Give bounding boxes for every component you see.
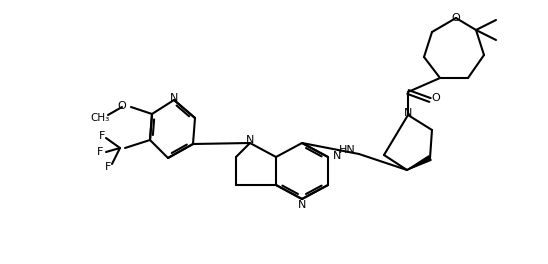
Text: N: N xyxy=(298,200,306,210)
Text: F: F xyxy=(97,147,103,157)
Text: N: N xyxy=(170,93,178,103)
Text: CH₃: CH₃ xyxy=(90,113,110,123)
Text: O: O xyxy=(452,13,460,23)
Text: O: O xyxy=(118,101,127,111)
Text: F: F xyxy=(105,162,111,172)
Text: N: N xyxy=(246,135,254,145)
Text: N: N xyxy=(333,151,341,161)
Text: O: O xyxy=(432,93,441,103)
Text: HN: HN xyxy=(339,145,355,155)
Text: N: N xyxy=(404,108,412,118)
Text: F: F xyxy=(99,131,105,141)
Polygon shape xyxy=(407,156,431,170)
